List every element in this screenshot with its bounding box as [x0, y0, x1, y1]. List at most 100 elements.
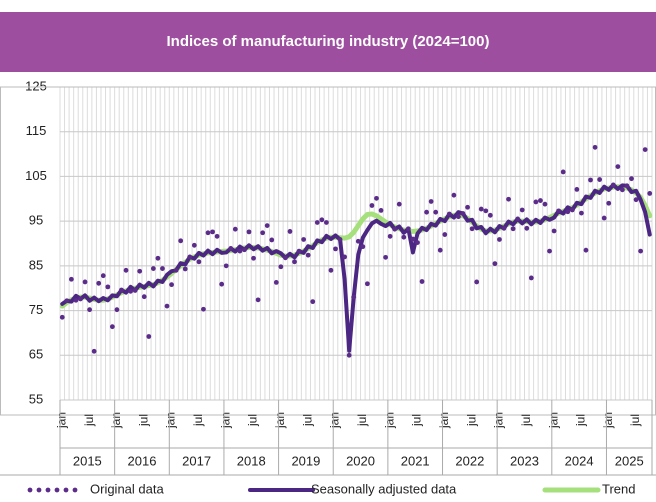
x-tick-label: jan — [546, 412, 560, 429]
x-tick-label: jul — [519, 414, 533, 427]
data-point — [579, 210, 584, 216]
data-point — [474, 279, 480, 285]
data-point — [437, 247, 443, 253]
data-point — [310, 299, 316, 305]
data-point — [424, 209, 429, 215]
data-point — [214, 233, 220, 239]
y-tick-label: 55 — [29, 391, 43, 406]
data-point — [128, 288, 133, 294]
data-point — [542, 201, 548, 207]
legend-marker — [45, 487, 51, 493]
data-point — [73, 297, 79, 303]
data-point — [405, 226, 411, 232]
data-point — [260, 230, 266, 236]
year-label: 2017 — [182, 453, 211, 468]
data-point — [150, 266, 156, 271]
data-point — [223, 263, 229, 269]
data-point — [392, 226, 398, 232]
data-point — [569, 207, 575, 213]
data-point — [451, 192, 457, 198]
x-tick-label: jul — [628, 414, 642, 427]
data-point — [264, 223, 270, 229]
data-point — [346, 352, 352, 358]
year-label: 2018 — [237, 453, 266, 468]
data-point — [146, 334, 152, 339]
y-tick-label: 115 — [26, 123, 47, 138]
data-point — [583, 247, 589, 253]
data-point — [610, 182, 616, 188]
data-point — [597, 177, 603, 182]
data-point — [506, 196, 511, 202]
data-point — [242, 247, 247, 253]
data-point — [492, 261, 498, 267]
data-point — [533, 199, 539, 205]
data-point — [460, 211, 466, 216]
data-point — [269, 237, 275, 243]
data-point — [82, 279, 88, 285]
data-point — [620, 187, 625, 193]
data-point — [410, 236, 416, 242]
data-point — [478, 206, 484, 212]
data-point — [446, 211, 452, 217]
data-point — [96, 280, 102, 286]
data-point — [109, 324, 115, 330]
data-point — [169, 282, 174, 288]
data-point — [419, 279, 425, 284]
data-point — [155, 255, 161, 261]
data-point — [251, 255, 256, 261]
data-point — [237, 248, 243, 254]
data-point — [78, 296, 83, 302]
x-tick-label: jul — [191, 414, 205, 427]
data-point — [483, 208, 489, 214]
year-label: 2021 — [401, 453, 430, 468]
x-tick-label: jul — [300, 414, 314, 427]
data-point — [187, 254, 193, 260]
y-tick-label: 95 — [29, 213, 43, 228]
data-point — [588, 177, 593, 183]
data-point — [519, 207, 525, 213]
data-point — [592, 144, 598, 150]
year-label: 2019 — [291, 453, 320, 468]
x-tick-label: jan — [109, 412, 123, 429]
data-point — [510, 226, 516, 232]
data-point — [196, 259, 202, 265]
data-point — [374, 195, 379, 201]
data-point — [538, 198, 543, 203]
data-point — [465, 204, 470, 210]
data-point — [87, 307, 92, 313]
year-label: 2022 — [455, 453, 484, 468]
data-point — [333, 246, 338, 252]
data-point — [283, 255, 288, 261]
data-point — [415, 240, 420, 246]
data-point — [319, 217, 325, 223]
y-tick-label: 125 — [25, 78, 47, 93]
legend-label: Original data — [90, 481, 164, 496]
data-point — [378, 208, 384, 213]
data-point — [565, 209, 571, 215]
data-point — [487, 212, 493, 218]
year-label: 2016 — [128, 453, 157, 468]
data-point — [123, 267, 129, 273]
data-point — [278, 264, 284, 270]
year-label: 2020 — [346, 453, 375, 468]
x-tick-label: jul — [246, 414, 260, 427]
x-tick-label: jan — [492, 412, 506, 429]
data-point — [442, 232, 448, 237]
data-point — [633, 197, 639, 203]
y-tick-label: 85 — [29, 257, 43, 272]
data-point — [638, 248, 644, 254]
data-point — [205, 230, 211, 236]
data-point — [469, 226, 475, 232]
data-point — [497, 237, 502, 242]
chart-title: Indices of manufacturing industry (2024=… — [166, 33, 489, 50]
data-point — [547, 248, 552, 254]
data-point — [210, 229, 215, 235]
x-tick-label: jan — [273, 412, 287, 429]
data-point — [401, 234, 407, 240]
data-point — [178, 238, 184, 244]
data-point — [105, 284, 111, 290]
x-tick-label: jan — [382, 412, 396, 429]
data-point — [182, 266, 188, 272]
x-tick-label: jan — [54, 412, 68, 429]
